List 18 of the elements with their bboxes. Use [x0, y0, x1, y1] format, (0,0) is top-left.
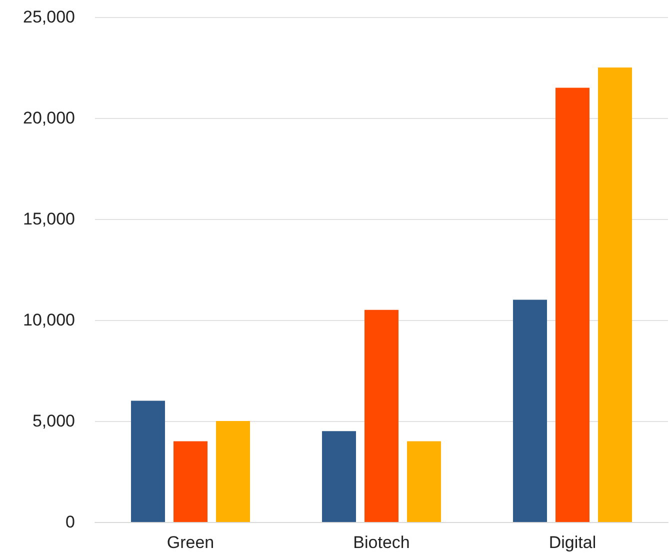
y-tick-label: 20,000: [23, 108, 75, 128]
bar: [556, 88, 590, 522]
bar: [513, 300, 547, 522]
bar: [322, 431, 356, 522]
bar: [598, 68, 632, 522]
bar: [174, 441, 208, 522]
bar: [407, 441, 441, 522]
y-tick-label: 25,000: [23, 8, 75, 26]
bar: [216, 421, 250, 522]
x-tick-label: Green: [166, 533, 214, 552]
y-tick-label: 5,000: [32, 412, 75, 430]
y-tick-label: 0: [66, 512, 75, 532]
bar: [364, 310, 398, 522]
x-tick-label: Digital: [548, 533, 596, 552]
x-tick-label: Biotech: [353, 533, 410, 552]
y-tick-label: 10,000: [23, 310, 75, 330]
y-tick-label: 15,000: [23, 210, 75, 228]
bar: [131, 400, 165, 522]
